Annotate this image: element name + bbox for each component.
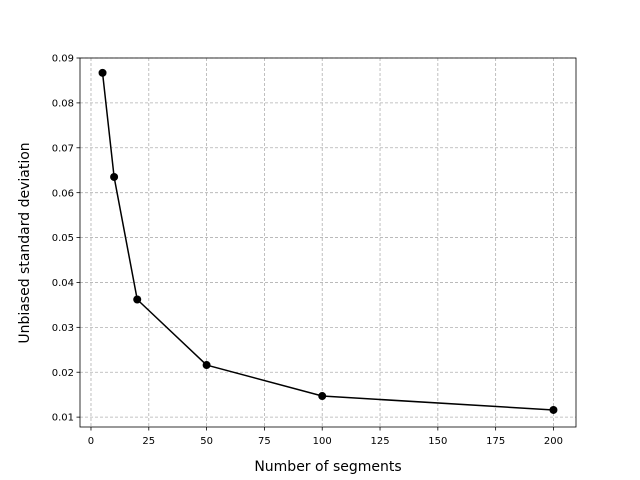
x-tick-label: 125 — [370, 436, 389, 447]
axes — [79, 57, 577, 428]
y-tick-label: 0.09 — [52, 54, 74, 65]
x-tick-label: 175 — [486, 436, 505, 447]
data-point — [202, 361, 211, 370]
y-tick-label: 0.08 — [52, 98, 74, 109]
data-point — [133, 295, 142, 304]
y-tick-label: 0.02 — [52, 368, 74, 379]
x-tick-label: 50 — [200, 436, 213, 447]
y-tick-label: 0.01 — [52, 413, 74, 424]
x-tick-label: 0 — [88, 436, 94, 447]
x-tick-label: 100 — [313, 436, 332, 447]
x-tick-label: 25 — [142, 436, 155, 447]
y-tick-label: 0.07 — [52, 143, 74, 154]
data-point — [318, 392, 327, 401]
tick-labels: 0 25 50 75 100 125 150 175 200 0.01 0.02 0.03 0.04 0.… — [52, 54, 563, 447]
y-tick-label: 0.03 — [52, 323, 74, 334]
plot-frame — [79, 57, 577, 428]
data-point — [98, 68, 107, 77]
x-axis-title: Number of segments — [254, 459, 401, 475]
x-tick-label: 200 — [544, 436, 563, 447]
grid-lines — [80, 57, 576, 427]
y-axis-title: Unbiased standard deviation — [17, 142, 33, 343]
y-tick-label: 0.04 — [52, 278, 74, 289]
data-point — [549, 405, 558, 414]
x-tick-label: 150 — [428, 436, 447, 447]
series-line — [101, 72, 554, 411]
data-point — [110, 172, 119, 181]
series-layer — [98, 68, 558, 414]
y-tick-label: 0.06 — [52, 188, 74, 199]
x-tick-label: 75 — [258, 436, 271, 447]
y-tick-label: 0.05 — [52, 233, 74, 244]
